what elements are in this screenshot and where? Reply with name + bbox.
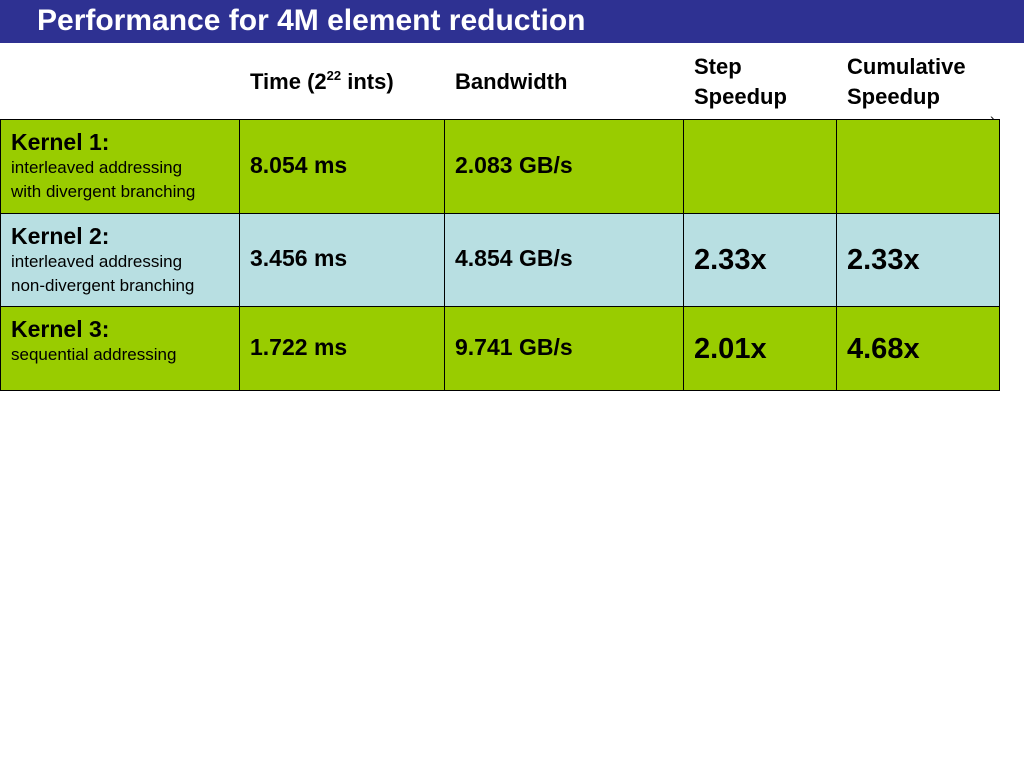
kernel-name-cell: Kernel 2: interleaved addressing non-div… [0, 213, 240, 307]
cumulative-header-line1: Cumulative [847, 54, 966, 79]
column-header-step-speedup: Step Speedup [694, 52, 787, 112]
step-header-line2: Speedup [694, 84, 787, 109]
table-row-kernel-2: Kernel 2: interleaved addressing non-div… [0, 213, 1000, 307]
kernel-name: Kernel 2: [11, 223, 110, 249]
time-header-suffix: ints) [341, 69, 394, 94]
table-row-kernel-1: Kernel 1: interleaved addressing with di… [0, 119, 1000, 214]
column-header-cumulative-speedup: Cumulative Speedup [847, 52, 966, 112]
step-speedup-value: 2.01x [694, 332, 767, 365]
step-speedup-cell: 2.33x [683, 213, 837, 307]
kernel-desc-line2: non-divergent branching [11, 276, 195, 295]
bandwidth-cell: 4.854 GB/s [444, 213, 684, 307]
time-value: 3.456 ms [250, 245, 348, 271]
kernel-desc-line1: interleaved addressing [11, 252, 183, 271]
step-speedup-cell: 2.01x [683, 306, 837, 391]
title-bar: Performance for 4M element reduction [0, 0, 1024, 43]
time-header-prefix: Time (2 [250, 69, 327, 94]
time-value: 1.722 ms [250, 333, 348, 360]
kernel-desc-line2: with divergent branching [11, 182, 196, 201]
step-speedup-cell [683, 119, 837, 214]
step-speedup-value: 2.33x [694, 244, 767, 276]
kernel-desc-line1: interleaved addressing [11, 158, 183, 177]
performance-table: Kernel 1: interleaved addressing with di… [0, 119, 1000, 391]
bandwidth-cell: 9.741 GB/s [444, 306, 684, 391]
time-cell: 3.456 ms [239, 213, 445, 307]
kernel-name-cell: Kernel 1: interleaved addressing with di… [0, 119, 240, 214]
bandwidth-cell: 2.083 GB/s [444, 119, 684, 214]
table-row-kernel-3: Kernel 3: sequential addressing 1.722 ms… [0, 306, 1000, 391]
bandwidth-value: 4.854 GB/s [455, 245, 573, 271]
step-header-line1: Step [694, 54, 742, 79]
time-value: 8.054 ms [250, 151, 348, 178]
time-cell: 1.722 ms [239, 306, 445, 391]
slide-title: Performance for 4M element reduction [37, 4, 586, 37]
cumulative-header-line2: Speedup [847, 84, 940, 109]
kernel-desc-line1: sequential addressing [11, 345, 177, 364]
cumulative-speedup-value: 2.33x [847, 244, 920, 276]
time-cell: 8.054 ms [239, 119, 445, 214]
cumulative-speedup-cell: 4.68x [836, 306, 1000, 391]
kernel-name: Kernel 1: [11, 129, 110, 155]
column-header-bandwidth: Bandwidth [455, 69, 568, 94]
cumulative-speedup-cell [836, 119, 1000, 214]
time-header-exponent: 22 [326, 68, 342, 83]
kernel-name: Kernel 3: [11, 316, 110, 342]
bandwidth-value: 9.741 GB/s [455, 333, 573, 360]
arrow-mark-icon: › [990, 110, 995, 126]
bandwidth-value: 2.083 GB/s [455, 151, 573, 178]
kernel-name-cell: Kernel 3: sequential addressing [0, 306, 240, 391]
cumulative-speedup-value: 4.68x [847, 332, 920, 365]
column-header-time: Time (222 ints) [250, 67, 394, 97]
cumulative-speedup-cell: 2.33x [836, 213, 1000, 307]
